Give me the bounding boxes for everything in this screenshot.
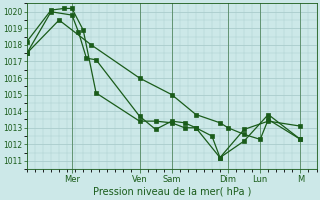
X-axis label: Pression niveau de la mer( hPa ): Pression niveau de la mer( hPa )	[92, 187, 251, 197]
